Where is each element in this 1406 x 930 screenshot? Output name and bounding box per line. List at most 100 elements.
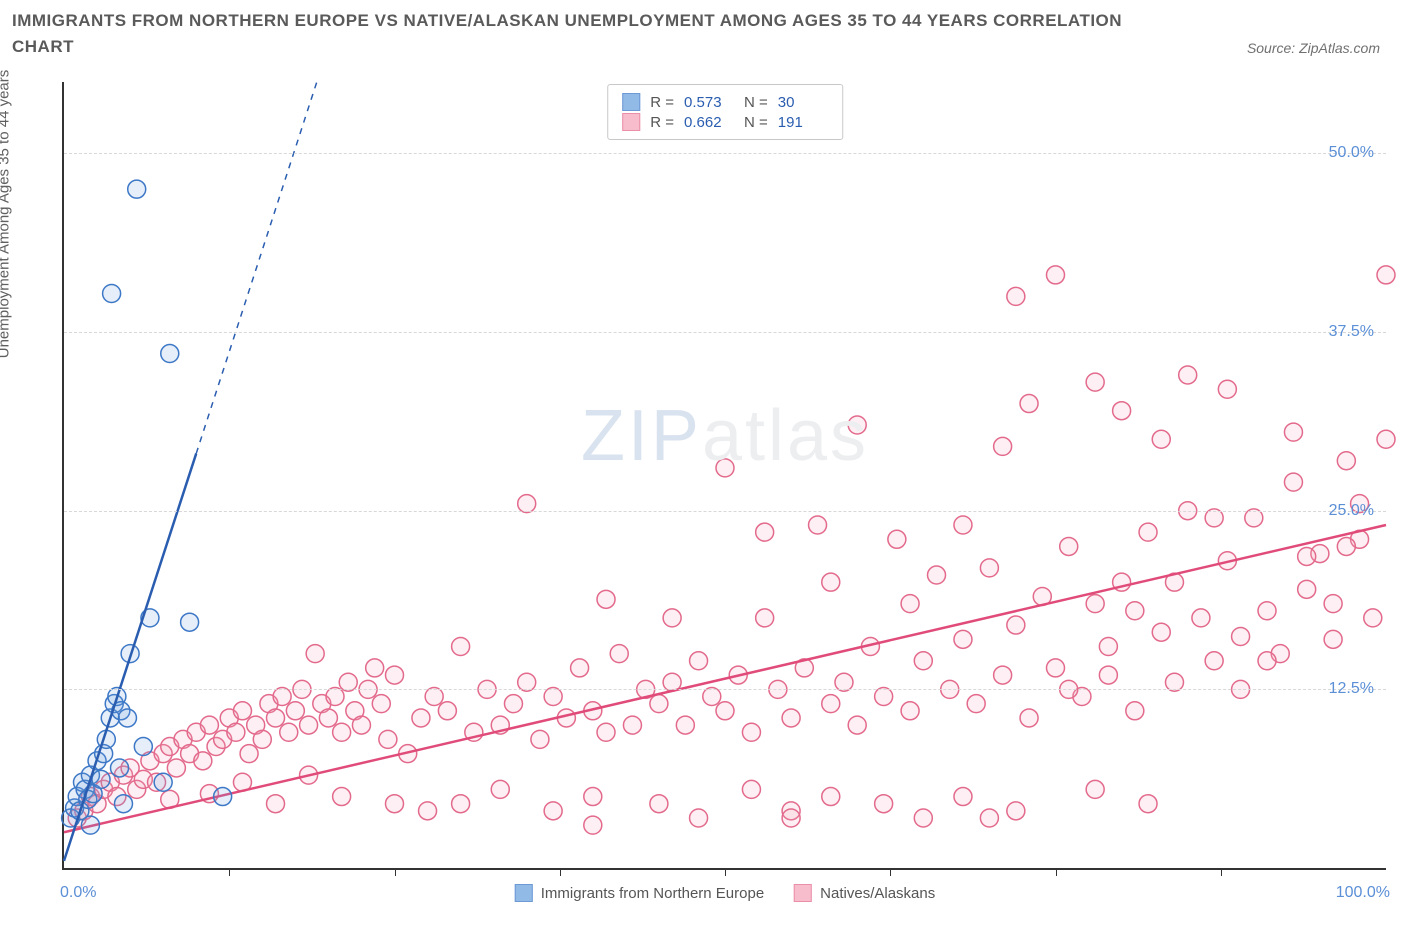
data-point [118,709,136,727]
data-point [1139,523,1157,541]
data-point [412,709,430,727]
data-point [809,516,827,534]
data-point [379,730,397,748]
plot-area: ZIPatlas R = 0.573 N = 30 R = 0.662 N = … [62,82,1386,870]
swatch-series-0-bottom [515,884,533,902]
data-point [848,716,866,734]
legend-stats-row-1: R = 0.662 N = 191 [622,113,828,131]
trend-line-dashed [196,82,317,454]
data-point [928,566,946,584]
x-tick [1056,868,1057,876]
data-point [111,759,129,777]
swatch-series-1 [622,113,640,131]
data-point [419,802,437,820]
data-point [690,809,708,827]
data-point [267,795,285,813]
y-tick-label: 50.0% [1329,144,1374,162]
data-point [914,809,932,827]
data-point [848,416,866,434]
data-point [782,809,800,827]
data-point [1152,430,1170,448]
data-point [1126,602,1144,620]
chart-header: IMMIGRANTS FROM NORTHERN EUROPE VS NATIV… [12,8,1394,59]
data-point [782,709,800,727]
data-point [253,730,271,748]
data-point [114,795,132,813]
data-point [742,723,760,741]
data-point [1298,580,1316,598]
r-value-1: 0.662 [684,114,734,131]
data-point [1020,709,1038,727]
data-point [1364,609,1382,627]
data-point [504,695,522,713]
data-point [914,652,932,670]
x-tick [560,868,561,876]
data-point [491,780,509,798]
data-point [1113,402,1131,420]
data-point [584,788,602,806]
data-point [386,666,404,684]
data-point [1060,537,1078,555]
data-point [352,716,370,734]
data-point [994,666,1012,684]
data-point [994,437,1012,455]
data-point [1139,795,1157,813]
data-point [200,716,218,734]
data-point [1007,287,1025,305]
data-point [901,702,919,720]
data-point [333,788,351,806]
data-point [1377,266,1395,284]
x-axis-min-label: 0.0% [60,884,96,902]
data-point [1007,802,1025,820]
data-point [1047,659,1065,677]
y-axis-label: Unemployment Among Ages 35 to 44 years [0,70,13,359]
data-point [901,595,919,613]
data-point [1324,630,1342,648]
data-point [1205,652,1223,670]
data-point [1258,652,1276,670]
data-point [1086,780,1104,798]
data-point [134,738,152,756]
data-point [597,590,615,608]
data-point [319,709,337,727]
data-point [1152,623,1170,641]
source-prefix: Source: [1247,40,1299,56]
x-tick [395,868,396,876]
data-point [103,285,121,303]
data-point [386,795,404,813]
n-value-0: 30 [778,94,828,111]
legend-stats-row-0: R = 0.573 N = 30 [622,93,828,111]
data-point [967,695,985,713]
legend-bottom: Immigrants from Northern Europe Natives/… [515,884,935,902]
data-point [756,523,774,541]
data-point [980,559,998,577]
data-point [154,773,172,791]
data-point [233,702,251,720]
x-tick [725,868,726,876]
data-point [980,809,998,827]
data-point [452,795,470,813]
data-point [1192,609,1210,627]
data-point [954,630,972,648]
data-point [1324,595,1342,613]
data-point [240,745,258,763]
data-point [1258,602,1276,620]
gridline-h [64,511,1386,512]
data-point [822,788,840,806]
swatch-series-0 [622,93,640,111]
data-point [571,659,589,677]
data-point [954,788,972,806]
x-tick [1221,868,1222,876]
data-point [597,723,615,741]
data-point [372,695,390,713]
y-tick-label: 12.5% [1329,680,1374,698]
data-point [716,459,734,477]
x-tick [890,868,891,876]
data-point [954,516,972,534]
data-point [1099,637,1117,655]
trend-line [64,525,1386,832]
data-point [214,788,232,806]
data-point [161,345,179,363]
legend-bottom-item-0: Immigrants from Northern Europe [515,884,764,902]
gridline-h [64,689,1386,690]
